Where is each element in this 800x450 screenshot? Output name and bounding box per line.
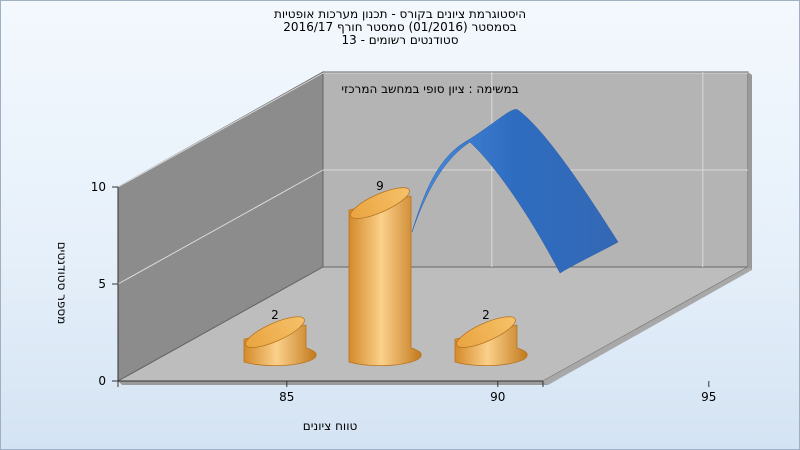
x-axis-label: טווח ציונים — [303, 419, 358, 433]
x-tick-label-95: 95 — [701, 390, 716, 404]
curve-series — [411, 109, 619, 274]
chart-titles: היסטוגרמת ציונים בקורס - תכנון מערכות או… — [0, 8, 800, 47]
bars: 2 9 2 — [243, 179, 528, 367]
gridline-left-5 — [117, 169, 324, 285]
bar-top-85 — [245, 316, 305, 348]
y-axis-label: מספר סטודנטים — [55, 242, 69, 325]
floor-edge-right — [543, 267, 752, 385]
bar-85: 2 — [243, 308, 317, 367]
chart-subtitle: במשימה : ציון סופי במחשב המרכזי — [341, 82, 518, 96]
y-tick-label-10: 10 — [91, 180, 106, 194]
x-tick-label-90: 90 — [490, 390, 505, 404]
data-label-90: 9 — [376, 179, 384, 193]
bar-top-90 — [350, 187, 410, 219]
bar-90: 9 — [348, 179, 422, 367]
bar-body-90 — [348, 195, 422, 367]
title-line-2: בסמסטר (01/2016) סמסטר חורף 2016/17 — [283, 20, 517, 34]
y-tick-label-0: 0 — [98, 374, 106, 388]
floor-edge-front — [118, 381, 548, 385]
axes: 0 5 10 85 90 95 — [91, 180, 717, 404]
x-tick-label-85: 85 — [279, 390, 294, 404]
data-label-85: 2 — [271, 308, 279, 322]
title-line-3: סטודנטים רשומים - 13 — [341, 33, 459, 47]
title-line-1: היסטוגרמת ציונים בקורס - תכנון מערכות או… — [273, 7, 527, 21]
gridlines — [117, 72, 748, 285]
data-label-95: 2 — [482, 308, 490, 322]
y-tick-label-5: 5 — [98, 277, 106, 291]
bar-top-95 — [456, 316, 516, 348]
wall-edge-right — [748, 72, 752, 270]
gridline-left-10 — [117, 72, 324, 188]
curve-ribbon — [411, 109, 619, 274]
bar-95: 2 — [454, 308, 528, 367]
